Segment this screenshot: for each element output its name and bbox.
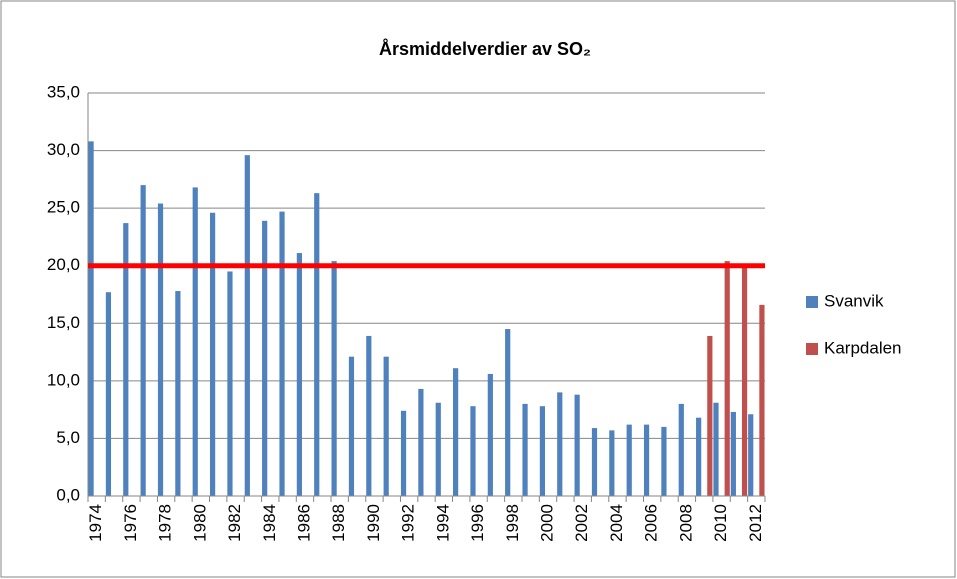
bar <box>331 261 337 496</box>
y-tick-label: 25,0 <box>47 198 80 217</box>
y-tick-label: 30,0 <box>47 140 80 159</box>
bar <box>453 368 459 496</box>
bar <box>140 185 146 496</box>
x-tick-label: 2006 <box>642 504 661 542</box>
y-tick-label: 35,0 <box>47 82 80 101</box>
bar <box>435 402 441 496</box>
x-tick-label: 2012 <box>746 504 765 542</box>
bar <box>88 141 94 497</box>
x-tick-label: 2000 <box>537 504 556 542</box>
x-tick-label: 1984 <box>260 504 279 542</box>
bar <box>707 335 713 496</box>
bar <box>574 394 580 496</box>
bar <box>741 265 748 496</box>
bar <box>643 424 650 496</box>
bar <box>296 253 302 496</box>
bar <box>591 428 598 496</box>
bar <box>209 212 216 496</box>
x-tick-label: 1992 <box>399 504 418 542</box>
bar <box>557 392 563 496</box>
y-tick-label: 15,0 <box>47 313 80 332</box>
bar <box>175 291 181 496</box>
bar <box>724 261 730 496</box>
bar <box>748 414 754 496</box>
x-tick-label: 1994 <box>433 504 452 542</box>
bar <box>279 211 285 496</box>
bar <box>505 329 511 496</box>
x-tick-label: 1998 <box>503 504 522 542</box>
bar <box>314 193 320 496</box>
x-tick-label: 1996 <box>468 504 487 542</box>
y-tick-label: 20,0 <box>47 255 80 274</box>
x-tick-label: 1986 <box>294 504 313 542</box>
y-tick-label: 0,0 <box>56 485 80 504</box>
x-tick-label: 1974 <box>86 504 105 542</box>
bar <box>678 403 684 496</box>
x-tick-label: 2010 <box>711 504 730 542</box>
y-tick-label: 5,0 <box>56 428 80 447</box>
legend-swatch <box>806 296 818 308</box>
bar <box>487 373 493 496</box>
bar <box>262 220 268 496</box>
bar <box>609 430 615 496</box>
bar <box>105 292 112 496</box>
x-tick-label: 2004 <box>607 504 626 542</box>
x-tick-label: 2008 <box>676 504 695 542</box>
x-tick-label: 1978 <box>156 504 175 542</box>
bar <box>400 410 407 496</box>
x-tick-label: 1980 <box>190 504 209 542</box>
x-tick-label: 2002 <box>572 504 591 542</box>
x-tick-label: 1988 <box>329 504 348 542</box>
bar <box>383 356 389 496</box>
bar <box>418 388 424 496</box>
legend-label: Karpdalen <box>824 338 902 357</box>
bar <box>348 356 355 496</box>
bar <box>730 411 736 496</box>
bar <box>759 304 765 496</box>
legend-label: Svanvik <box>824 291 884 310</box>
bar <box>244 155 250 497</box>
bar <box>192 187 198 496</box>
bar <box>227 271 233 496</box>
chart-title: Årsmiddelverdier av SO₂ <box>379 39 591 59</box>
bar <box>539 406 546 496</box>
x-tick-label: 1982 <box>225 504 244 542</box>
bar <box>366 335 372 496</box>
x-tick-label: 1990 <box>364 504 383 542</box>
x-tick-label: 1976 <box>121 504 140 542</box>
y-tick-label: 10,0 <box>47 370 80 389</box>
bar <box>696 417 702 496</box>
bar <box>123 223 129 496</box>
bar <box>713 402 719 496</box>
bar <box>661 426 667 496</box>
bar <box>626 424 632 496</box>
legend-swatch <box>806 343 818 355</box>
bar <box>157 203 164 496</box>
bar <box>470 406 476 496</box>
bar <box>522 403 528 496</box>
